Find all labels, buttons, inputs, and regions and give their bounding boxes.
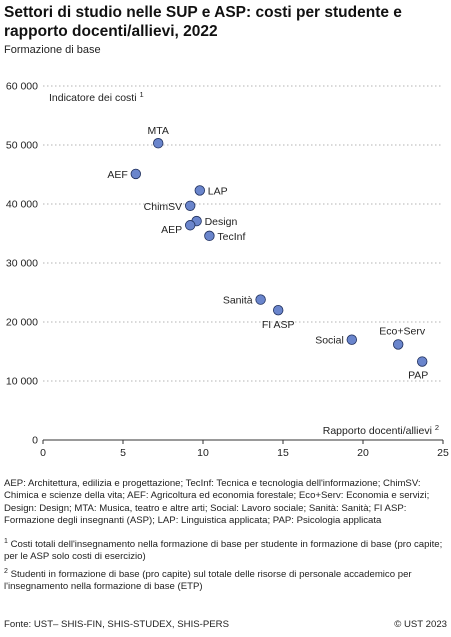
x-tick-label: 5 (120, 447, 126, 459)
chart-subtitle: Formazione di base (4, 44, 101, 56)
y-tick-label: 10 000 (6, 376, 38, 388)
x-tick-label: 25 (437, 447, 449, 459)
x-tick-label: 15 (277, 447, 289, 459)
x-tick-label: 10 (197, 447, 209, 459)
data-point-label: Eco+Serv (379, 325, 426, 337)
footnote-1: 1 Costi totali dell'insegnamento nella f… (4, 536, 448, 564)
footnote-2-mark: 2 (4, 567, 8, 575)
footnote-2-text: Studenti in formazione di base (pro capi… (4, 568, 412, 593)
data-point-label: TecInf (217, 231, 245, 243)
data-point (346, 334, 358, 345)
data-point-label: AEF (107, 169, 127, 181)
abbreviations-legend: AEP: Architettura, edilizia e progettazi… (4, 478, 430, 527)
y-tick-label: 50 000 (6, 140, 38, 152)
data-point (417, 356, 428, 367)
data-point (130, 168, 142, 180)
data-point (255, 294, 266, 305)
footnote-1-text: Costi totali dell'insegnamento nella for… (4, 538, 443, 563)
footnote-2: 2 Studenti in formazione di base (pro ca… (4, 566, 448, 594)
footnotes: AEP: Architettura, edilizia e progettazi… (4, 478, 448, 596)
data-point-label: PAP (408, 370, 428, 382)
copyright-note: © UST 2023 (394, 619, 447, 630)
y-tick-label: 60 000 (6, 81, 38, 93)
footnote-1-mark: 1 (4, 537, 8, 545)
y-axis-title: Indicatore dei costi 1 (49, 90, 144, 104)
data-point-label: Social (315, 335, 344, 347)
data-point-label: Design (205, 216, 238, 228)
y-tick-label: 40 000 (6, 199, 38, 211)
x-tick-label: 20 (357, 447, 369, 459)
scatter-chart: 0 10 000 20 000 30 000 40 000 50 000 60 000 0 5 1… (6, 81, 449, 460)
x-tick-label: 0 (40, 447, 46, 459)
y-tick-label: 30 000 (6, 258, 38, 270)
data-point-label: FI ASP (262, 319, 295, 331)
data-point (184, 200, 196, 211)
data-point (204, 230, 215, 242)
data-point (194, 185, 206, 196)
source-note: Fonte: UST– SHIS-FIN, SHIS-STUDEX, SHIS-… (4, 619, 229, 630)
data-point-label: ChimSV (144, 201, 183, 213)
y-tick-label: 0 (32, 435, 38, 447)
data-point (393, 339, 404, 350)
chart-title: Settori di studio nelle SUP e ASP: costi… (4, 4, 402, 40)
y-tick-label: 20 000 (6, 317, 38, 329)
data-point-label: AEP (161, 224, 182, 236)
data-point-label: MTA (148, 125, 169, 137)
data-point-label: Sanità (223, 295, 253, 307)
data-point (184, 220, 196, 231)
data-point-label: LAP (208, 185, 228, 197)
data-point (152, 138, 164, 149)
data-point (273, 304, 284, 316)
x-axis-title: Rapporto docenti/allievi 2 (323, 423, 439, 437)
